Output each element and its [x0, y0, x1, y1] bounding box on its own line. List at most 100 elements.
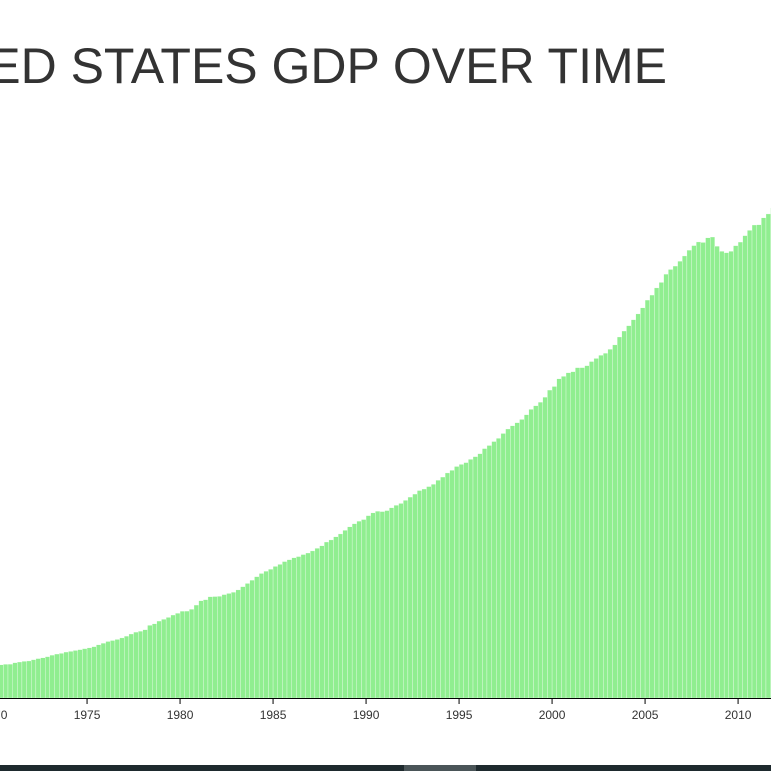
- bar: [491, 441, 497, 698]
- bar: [263, 571, 269, 698]
- bar: [310, 550, 316, 698]
- bar: [54, 653, 60, 698]
- bar: [86, 647, 92, 698]
- bar: [12, 662, 18, 698]
- bar: [305, 552, 311, 698]
- bar: [486, 445, 492, 698]
- bar: [403, 500, 409, 698]
- bar: [338, 533, 343, 698]
- bar: [249, 579, 255, 698]
- bar: [482, 448, 488, 698]
- bar: [705, 237, 711, 698]
- bar: [449, 470, 455, 698]
- bar: [68, 651, 74, 698]
- bar: [207, 596, 213, 698]
- bar: [612, 344, 618, 698]
- x-tick-label: 2000: [539, 708, 566, 722]
- bar: [593, 358, 599, 698]
- x-tick-label: 2005: [632, 708, 659, 722]
- bar: [77, 649, 83, 698]
- bar: [756, 224, 762, 698]
- bar: [72, 650, 78, 698]
- bar: [365, 515, 371, 698]
- bar: [179, 610, 185, 698]
- bar: [175, 613, 181, 698]
- bar: [719, 251, 725, 698]
- bar: [189, 609, 195, 698]
- x-tick-label: 1985: [260, 708, 287, 722]
- bar: [640, 307, 646, 698]
- bar: [333, 536, 339, 698]
- bar: [128, 633, 134, 698]
- bar: [551, 386, 557, 698]
- bar: [17, 661, 23, 698]
- bar: [761, 217, 767, 698]
- bar: [561, 376, 567, 698]
- bar: [421, 488, 427, 698]
- bar: [231, 592, 237, 698]
- bar: [617, 336, 622, 698]
- bar: [733, 245, 739, 698]
- bar: [630, 319, 636, 698]
- bar: [105, 641, 111, 698]
- bar: [7, 663, 13, 698]
- bar: [542, 396, 548, 698]
- bar: [510, 425, 516, 698]
- bar: [63, 651, 69, 698]
- bar: [59, 653, 64, 698]
- bar: [398, 503, 404, 698]
- bar: [226, 593, 232, 698]
- bar: [361, 519, 367, 698]
- bar: [156, 620, 162, 698]
- bar: [245, 583, 250, 698]
- bar: [603, 353, 609, 698]
- bar: [714, 246, 720, 698]
- bar: [607, 349, 613, 698]
- bar: [547, 389, 553, 698]
- bar: [240, 586, 246, 698]
- bar: [686, 249, 692, 698]
- bar: [203, 599, 209, 698]
- bar: [751, 224, 757, 698]
- bar: [468, 459, 474, 698]
- bar: [152, 623, 157, 698]
- bar: [649, 294, 655, 698]
- bar: [147, 625, 153, 698]
- bar: [710, 236, 715, 698]
- bar: [324, 541, 330, 698]
- bar: [682, 255, 688, 698]
- bar: [663, 273, 669, 698]
- bar: [212, 596, 218, 698]
- bar: [133, 631, 139, 698]
- bar: [328, 539, 334, 698]
- x-tick-label: 1970: [0, 708, 8, 722]
- bar: [254, 576, 260, 698]
- bar: [3, 664, 9, 698]
- bar: [458, 464, 464, 698]
- bar: [533, 405, 539, 698]
- bar: [193, 604, 199, 698]
- bar: [742, 235, 748, 698]
- bar: [696, 241, 702, 698]
- bar: [407, 496, 413, 698]
- bar: [342, 530, 348, 698]
- chart-title: UNITED STATES GDP OVER TIME: [0, 38, 667, 94]
- bar: [626, 325, 632, 698]
- bar: [570, 371, 576, 698]
- bar: [496, 438, 502, 698]
- bar: [370, 512, 376, 698]
- bar: [165, 617, 171, 698]
- bar: [747, 230, 753, 698]
- bar: [658, 282, 664, 698]
- x-tick-label: 1995: [446, 708, 473, 722]
- bar: [454, 466, 460, 698]
- bar: [110, 640, 116, 698]
- bar: [672, 265, 678, 698]
- bar: [356, 520, 362, 698]
- x-tick-label: 2010: [725, 708, 752, 722]
- x-tick-label: 1980: [167, 708, 194, 722]
- bar: [347, 526, 353, 698]
- bar: [677, 261, 683, 698]
- bar: [268, 569, 274, 698]
- bar: [0, 664, 4, 698]
